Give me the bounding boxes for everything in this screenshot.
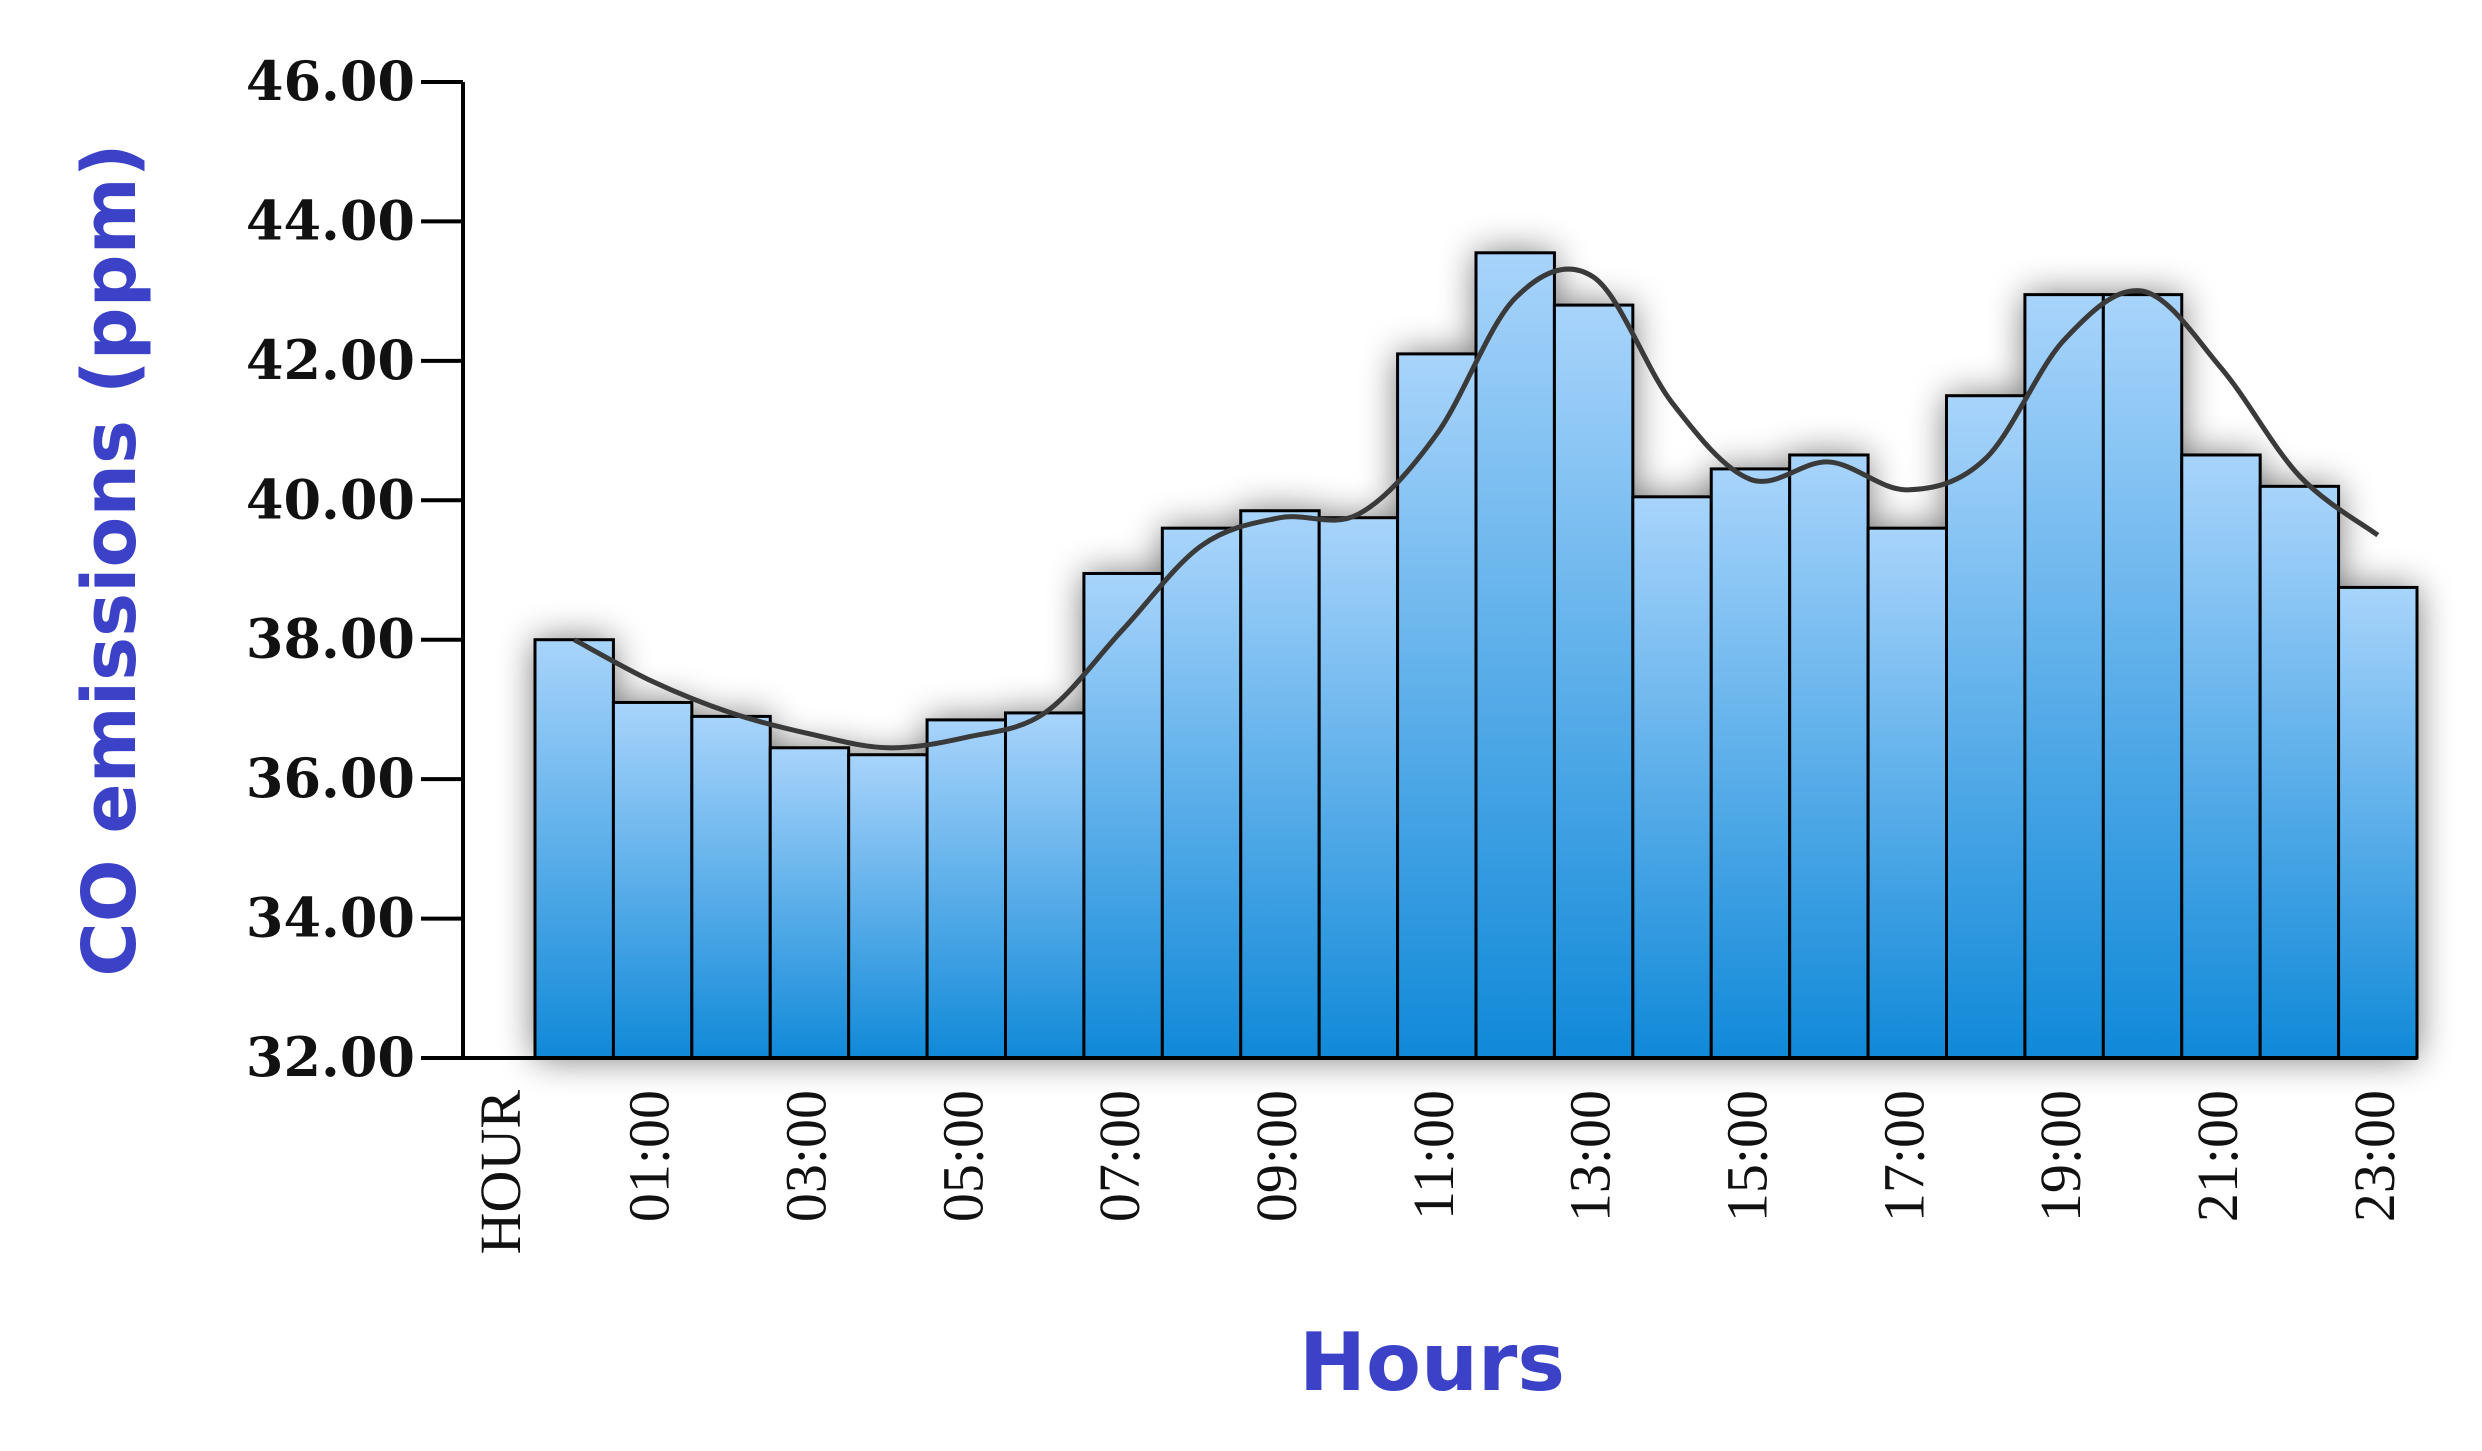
bar-0200 [690,714,772,1060]
bar-1700 [1866,526,1949,1060]
bar-0700 [1082,571,1164,1060]
bar-1000 [1317,516,1400,1060]
bar-1500 [1709,467,1792,1060]
x-tick-label: HOUR [468,1090,533,1255]
bar-2000 [2101,293,2184,1060]
x-tick-label: 17:00 [1871,1090,1936,1222]
y-axis-title: CO emissions (ppm) [67,143,153,976]
bar-2200 [2258,484,2341,1060]
x-tick-labels: HOUR 01:00 03:00 05:00 07:00 09:00 11:00 13:00 1… [468,1090,2407,1255]
bar-0900 [1239,509,1321,1060]
bar-2100 [2180,453,2262,1060]
bar-0300 [768,746,851,1060]
bar-1300 [1552,303,1635,1060]
bar-1800 [1945,394,2027,1060]
bar-1100 [1396,352,1478,1060]
bar-0500 [925,718,1007,1060]
x-tick-label: 19:00 [2028,1090,2093,1222]
bar-1400 [1631,495,1713,1060]
x-axis-title: Hours [1299,1316,1565,1409]
y-tick-label: 36.00 [246,746,415,810]
bar-2300 [2337,585,2419,1060]
x-tick-label: 21:00 [2185,1090,2250,1222]
y-tick-label: 38.00 [246,607,415,671]
trend-line-group [573,266,2380,751]
x-tick-label: 03:00 [773,1090,838,1222]
y-tick-label: 46.00 [246,49,415,113]
x-tick-label: 11:00 [1401,1090,1466,1220]
y-tick-label: 44.00 [246,188,415,252]
bar-0400 [847,753,929,1060]
y-tick-label: 34.00 [246,886,415,950]
bar-1900 [2023,293,2105,1060]
y-tick-label: 42.00 [246,328,415,392]
x-tick-label: 05:00 [930,1090,995,1222]
bar-0100 [611,700,694,1060]
x-tick-label: 15:00 [1714,1090,1779,1222]
bars [533,251,2419,1060]
x-tick-label: 01:00 [617,1090,682,1222]
bar-1600 [1788,453,1870,1060]
x-tick-label: 23:00 [2342,1090,2407,1222]
bar-0800 [1160,526,1243,1060]
x-tick-label: 13:00 [1558,1090,1623,1222]
bar-1200 [1474,251,1556,1060]
x-tick-label: 09:00 [1244,1090,1309,1222]
y-tick-label: 32.00 [246,1025,415,1089]
axes [461,82,2417,1060]
bar-0000 [533,638,615,1060]
x-tick-label: 07:00 [1087,1090,1152,1222]
bar-0600 [1004,711,1086,1060]
y-tick-labels: 32.00 34.00 36.00 38.00 40.00 42.00 44.00 46.00 [246,49,463,1089]
y-tick-label: 40.00 [246,467,415,531]
trend-line [573,266,2380,751]
